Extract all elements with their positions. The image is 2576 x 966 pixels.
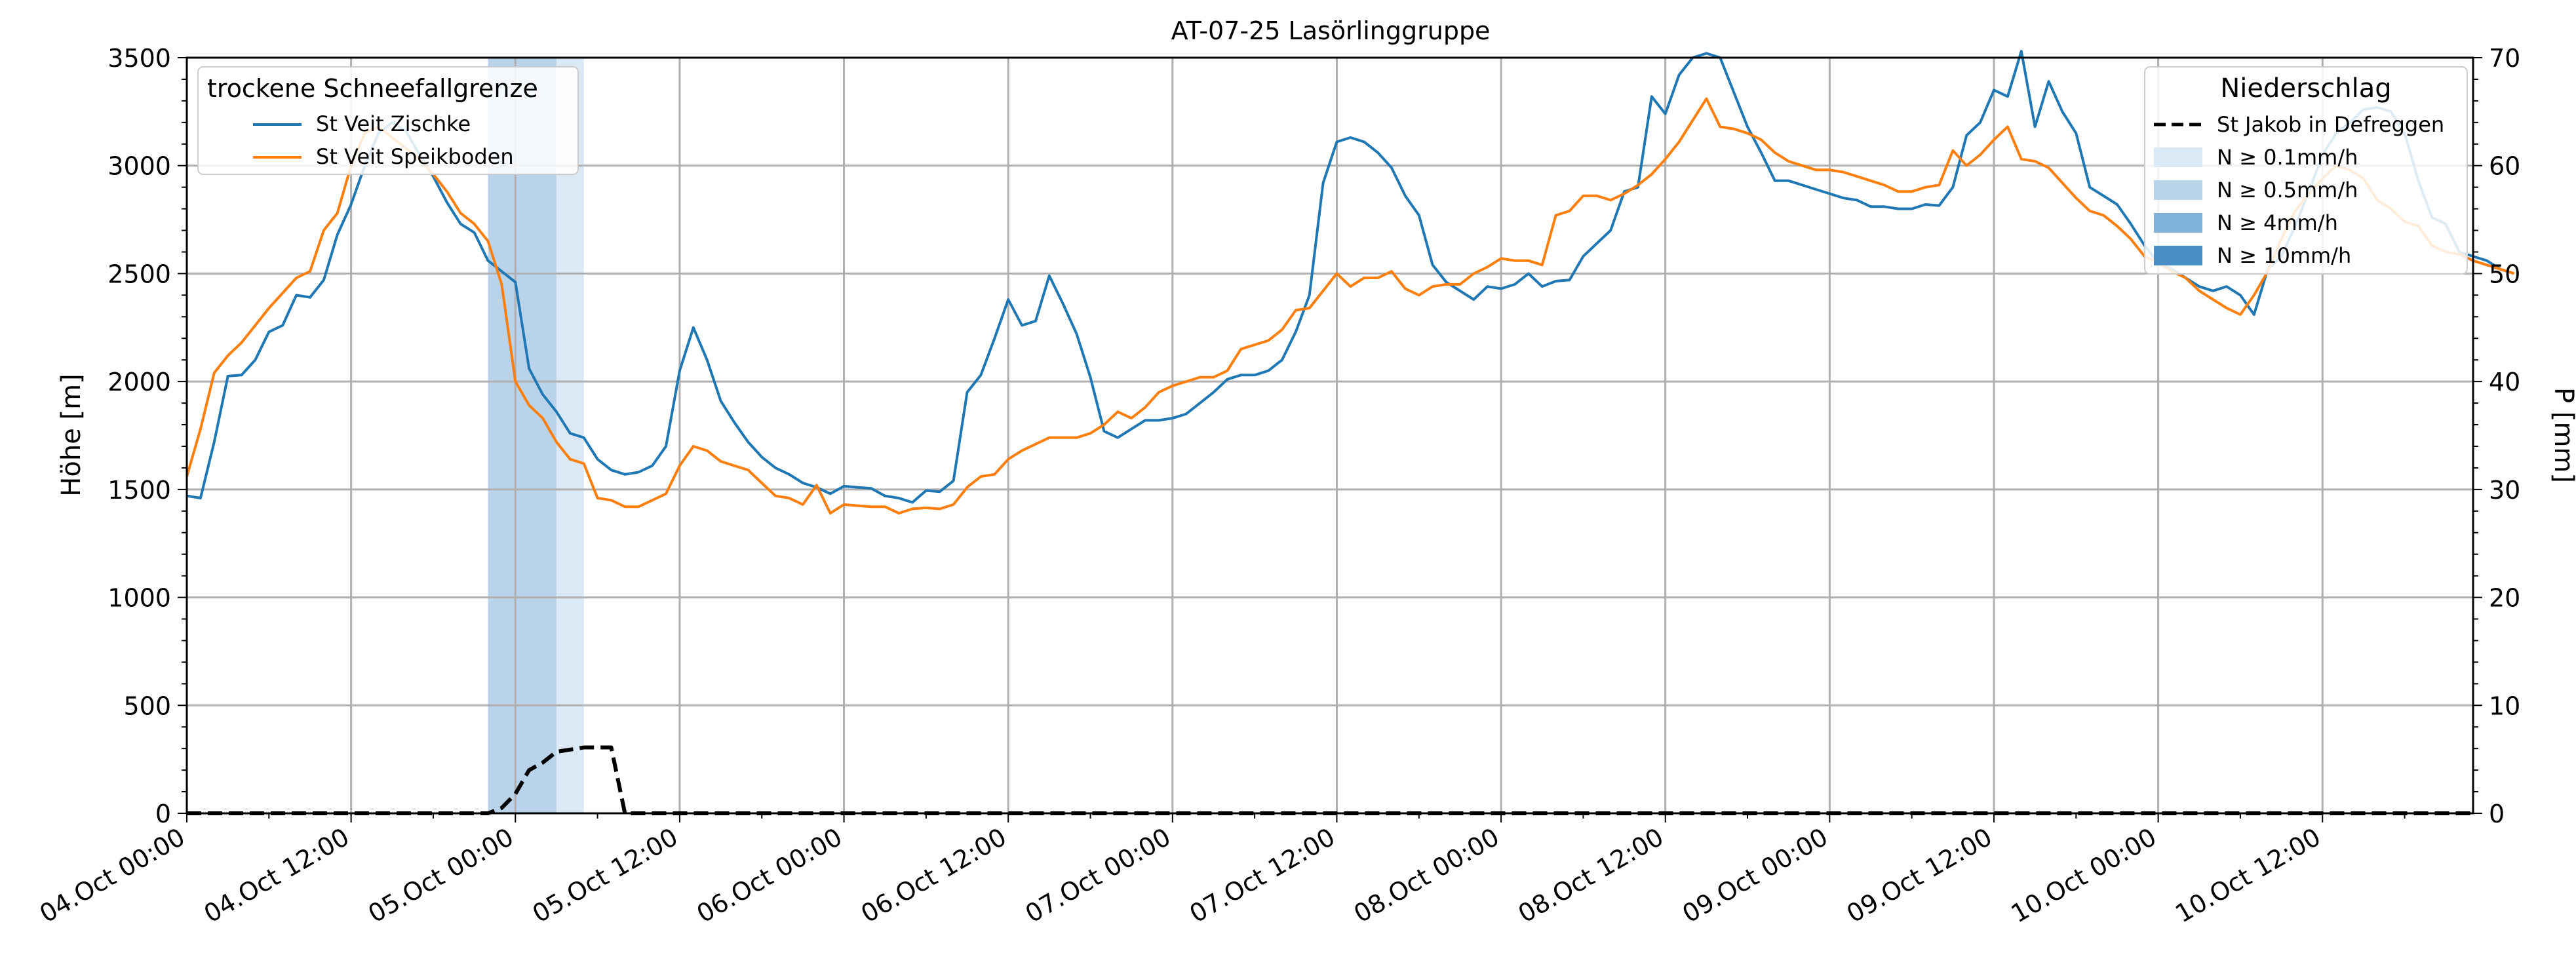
legend-swatch-n05 bbox=[2154, 180, 2202, 200]
legend-swatch-n01 bbox=[2154, 147, 2202, 167]
y-left-label-5: 2500 bbox=[107, 260, 171, 288]
y-axis-right-label: P [mm] bbox=[2548, 387, 2576, 483]
y-right-label-5: 50 bbox=[2489, 260, 2520, 288]
y-right-label-0: 0 bbox=[2489, 800, 2505, 828]
y-left-label-1: 500 bbox=[123, 691, 171, 720]
y-right-label-4: 40 bbox=[2489, 368, 2520, 396]
legend-label-speikboden: St Veit Speikboden bbox=[316, 144, 514, 169]
y-left-label-2: 1000 bbox=[107, 584, 171, 613]
series-line-2 bbox=[187, 745, 2473, 815]
y-axis-right: 0 10 20 30 40 50 60 70 bbox=[2473, 44, 2520, 828]
legend-left-box bbox=[197, 66, 579, 175]
y-right-label-3: 30 bbox=[2489, 476, 2520, 505]
legend-label-n05: N ≥ 0.5mm/h bbox=[2217, 178, 2358, 203]
legend-swatch-n10 bbox=[2154, 246, 2202, 265]
y-left-label-3: 1500 bbox=[107, 476, 171, 505]
precip-span-0 bbox=[488, 58, 556, 813]
series-lines bbox=[185, 50, 2515, 815]
legend-right-title: Niederschlag bbox=[2220, 73, 2391, 104]
y-axis-left-label: Höhe [m] bbox=[56, 374, 87, 496]
legend-label-jakob: St Jakob in Defreggen bbox=[2217, 112, 2444, 137]
y-left-label-7: 3500 bbox=[107, 44, 171, 73]
legend-left-title: trockene Schneefallgrenze bbox=[207, 74, 538, 103]
legend-swatch-n4 bbox=[2154, 213, 2202, 233]
y-left-label-6: 3000 bbox=[107, 152, 171, 181]
legend-right: Niederschlag St Jakob in Defreggen N ≥ 0… bbox=[2144, 66, 2468, 275]
y-right-label-2: 20 bbox=[2489, 584, 2520, 613]
legend-left: trockene Schneefallgrenze St Veit Zischk… bbox=[197, 66, 579, 175]
legend-right-box bbox=[2144, 66, 2468, 275]
legend-label-n01: N ≥ 0.1mm/h bbox=[2217, 145, 2358, 170]
series-line-0 bbox=[186, 50, 2515, 504]
chart-title: AT-07-25 Lasörlinggruppe bbox=[1171, 16, 1491, 45]
legend-label-zischke: St Veit Zischke bbox=[316, 111, 471, 136]
plot-frame bbox=[185, 56, 2474, 815]
y-axis-left: 0 500 1000 1500 2000 2500 3000 3500 bbox=[107, 44, 187, 828]
y-right-label-6: 60 bbox=[2489, 152, 2520, 181]
legend-label-n10: N ≥ 10mm/h bbox=[2217, 243, 2351, 268]
y-right-label-1: 10 bbox=[2489, 691, 2520, 720]
series-line-1 bbox=[185, 97, 2515, 515]
y-left-label-0: 0 bbox=[155, 800, 171, 828]
legend-label-n4: N ≥ 4mm/h bbox=[2217, 210, 2338, 235]
y-left-label-4: 2000 bbox=[107, 368, 171, 396]
y-right-label-7: 70 bbox=[2489, 44, 2520, 73]
